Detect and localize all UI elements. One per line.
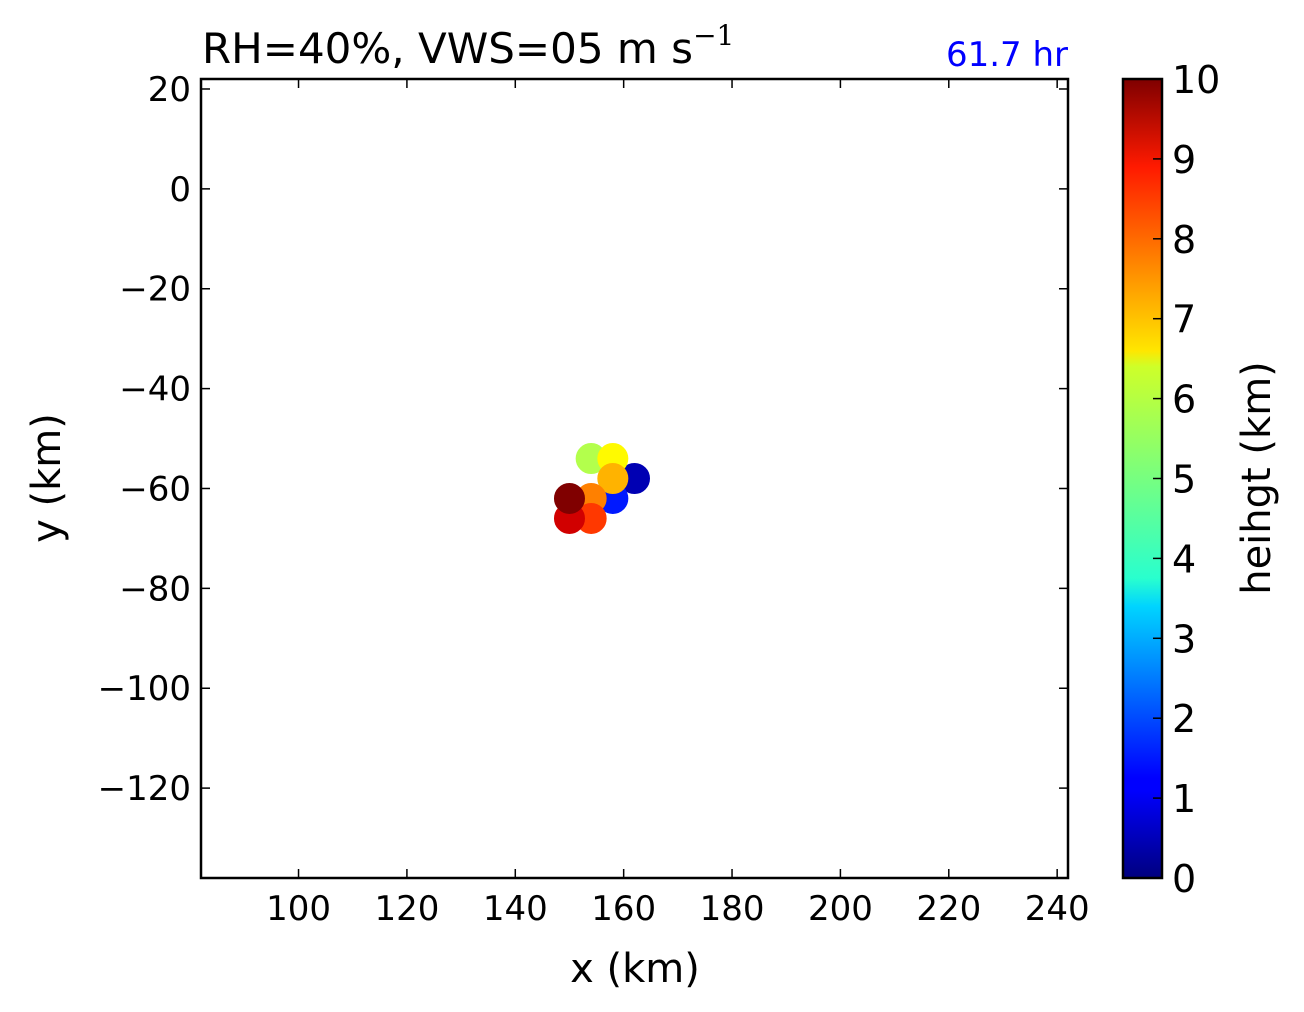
colorbar-tick-label: 3 [1172,617,1196,661]
colorbar-tick-label: 4 [1172,537,1196,581]
x-tick-label: 120 [374,889,439,929]
colorbar-tick-label: 7 [1172,298,1196,342]
x-tick-label: 160 [591,889,656,929]
y-tick-label: 0 [169,170,191,210]
colorbar-tick-label: 1 [1172,777,1196,821]
y-axis-label: y (km) [24,413,70,543]
y-tick-label: −80 [119,569,191,609]
y-tick-label: 20 [148,70,191,110]
colorbar-tick-label: 6 [1172,378,1196,422]
x-tick-label: 100 [266,889,331,929]
colorbar-tick-label: 2 [1172,697,1196,741]
points-layer [553,443,650,534]
y-tick-label: −120 [98,769,191,809]
y-tick-label: −20 [119,270,191,310]
colorbar-label: heihgt (km) [1234,361,1280,595]
x-tick-label: 200 [808,889,873,929]
y-tick-label: −60 [119,469,191,509]
scatter-point [553,482,585,514]
x-tick-label: 140 [483,889,548,929]
colorbar: 0 1 2 3 4 5 6 7 8 9 10 heihgt (km) [1121,58,1280,901]
x-tick-label: 240 [1025,889,1090,929]
colorbar-tick-label: 5 [1172,458,1196,502]
chart-title-main: RH=40%, VWS=05 m s [202,24,693,73]
x-tick-label: 220 [916,889,981,929]
x-ticks: 100 120 140 160 180 200 220 240 [266,79,1090,929]
plot-frame [199,77,1070,880]
x-tick-label: 180 [700,889,765,929]
time-label: 61.7 hr [946,35,1068,75]
x-axis-label: x (km) [570,946,700,992]
colorbar-ticks: 0 1 2 3 4 5 6 7 8 9 10 [1153,58,1220,901]
y-tick-label: −100 [98,669,191,709]
scatter-point [597,463,629,494]
chart-title-superscript: −1 [693,19,734,52]
chart-title: RH=40%, VWS=05 m s−1 [202,19,734,73]
plot-area: 100 120 140 160 180 200 220 240 200−20−40−60−80… [98,70,1090,929]
colorbar-tick-label: 9 [1172,138,1196,182]
y-ticks: 20 0 −20 −40 −60 −80 −100 −120 [98,70,1068,809]
colorbar-tick-label: 0 [1172,857,1196,901]
colorbar-tick-label: 10 [1172,58,1220,102]
colorbar-tick-label: 8 [1172,218,1196,262]
y-tick-label: −40 [119,370,191,410]
